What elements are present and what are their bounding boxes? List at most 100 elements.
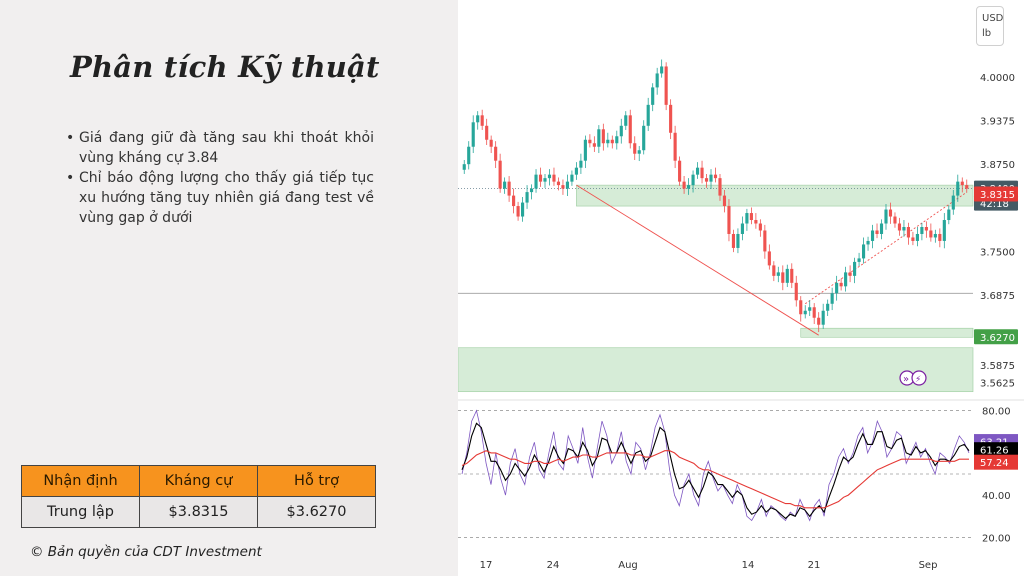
candle-body xyxy=(570,174,574,182)
candle-body xyxy=(951,195,955,210)
candle-body xyxy=(673,132,677,161)
lightning-icon xyxy=(911,370,927,386)
osc-series-line xyxy=(461,422,970,520)
candle-body xyxy=(830,293,834,304)
candle-body xyxy=(512,195,516,207)
candle-body xyxy=(669,104,673,133)
candle-body xyxy=(781,272,785,283)
header-resistance: Kháng cự xyxy=(139,465,258,497)
candle-body xyxy=(547,174,552,179)
candle-body xyxy=(727,206,731,234)
candle-body xyxy=(601,129,605,144)
trend-line xyxy=(804,191,968,305)
candle-body xyxy=(942,220,946,241)
osc-tick-label: 80.00 xyxy=(982,407,1011,418)
price-chart[interactable]: 4.00003.93753.87503.75003.68753.62753.58… xyxy=(458,0,1024,576)
candle-body xyxy=(476,115,480,123)
candle-body xyxy=(682,181,686,189)
resistance-label: 3.8315 xyxy=(980,190,1015,201)
candle-body xyxy=(736,233,740,248)
candle-body xyxy=(713,174,718,179)
candle-body xyxy=(700,167,704,179)
x-tick-label: 21 xyxy=(808,560,821,571)
candle-body xyxy=(624,115,628,126)
zone-rect xyxy=(458,347,974,393)
candle-body xyxy=(565,181,570,189)
candle-body xyxy=(879,223,884,234)
osc-series-line xyxy=(461,409,970,522)
header-support: Hỗ trợ xyxy=(257,465,376,497)
candle-body xyxy=(785,268,789,283)
candle-body xyxy=(794,282,798,301)
osc-value-label-bg xyxy=(974,454,1018,470)
candle-body xyxy=(853,261,857,276)
candle-body xyxy=(902,227,906,231)
zone-rect xyxy=(576,184,974,207)
candle-body xyxy=(884,209,888,224)
candle-body xyxy=(929,230,933,238)
candle-body xyxy=(503,181,507,189)
x-tick-label: Sep xyxy=(919,560,938,571)
price-tick-label: 4.0000 xyxy=(980,73,1015,84)
candle-body xyxy=(704,178,709,182)
candle-body xyxy=(592,143,596,147)
candle-body xyxy=(543,178,547,182)
candle-body xyxy=(583,139,587,161)
candle-body xyxy=(471,122,475,147)
candle-body xyxy=(494,146,498,161)
candle-body xyxy=(965,185,969,189)
candle-body xyxy=(731,233,736,248)
candle-body xyxy=(628,115,632,144)
candle-body xyxy=(821,310,825,325)
candle-body xyxy=(642,125,646,151)
candle-body xyxy=(915,233,919,241)
x-tick-label: 24 xyxy=(547,560,560,571)
candle-body xyxy=(718,178,722,196)
candle-body xyxy=(588,139,592,144)
unit-label: lb xyxy=(982,28,992,39)
candle-body xyxy=(740,223,744,234)
candle-body xyxy=(637,150,641,154)
candle-body xyxy=(695,167,700,175)
candle-body xyxy=(651,87,655,105)
candle-body xyxy=(803,310,807,315)
candle-body xyxy=(749,213,753,221)
candle-body xyxy=(848,272,852,276)
candle-body xyxy=(521,202,525,217)
osc-value-label-bg xyxy=(974,442,1018,458)
candle-body xyxy=(619,125,623,137)
candle-body xyxy=(655,73,659,88)
candle-body xyxy=(480,115,484,126)
cell-support: $3.6270 xyxy=(257,496,376,528)
candle-body xyxy=(489,139,493,147)
candle-body xyxy=(507,181,511,196)
candle-body xyxy=(556,181,561,186)
candle-body xyxy=(660,66,664,74)
candle-body xyxy=(861,244,866,259)
x-tick-label: 14 xyxy=(742,560,755,571)
candle-body xyxy=(920,227,924,234)
candle-body xyxy=(529,188,534,193)
trend-line xyxy=(576,184,819,336)
candle-body xyxy=(745,213,749,224)
candle-body xyxy=(516,206,520,217)
cell-outlook: Trung lập xyxy=(21,496,140,528)
currency-unit-box[interactable]: USD lb xyxy=(976,6,1004,46)
candle-body xyxy=(897,223,902,231)
bullet-item: Giá đang giữ đà tăng sau khi thoát khỏi … xyxy=(66,128,374,168)
candle-body xyxy=(678,160,682,182)
bullet-item: Chỉ báo động lượng cho thấy giá tiếp tục… xyxy=(66,168,374,228)
bullet-list: Giá đang giữ đà tăng sau khi thoát khỏi … xyxy=(66,128,374,228)
candle-body xyxy=(776,272,780,276)
candle-body xyxy=(938,233,942,241)
candle-body xyxy=(722,195,727,207)
osc-value-label: 61.26 xyxy=(980,446,1009,457)
candle-body xyxy=(763,230,767,252)
chart-svg[interactable]: 4.00003.93753.87503.75003.68753.62753.58… xyxy=(458,0,1024,576)
header-outlook: Nhận định xyxy=(21,465,140,497)
osc-series-line xyxy=(461,450,969,509)
candle-body xyxy=(664,66,668,105)
candle-body xyxy=(857,258,861,262)
candle-body xyxy=(574,167,578,175)
resistance-label-bg xyxy=(974,186,1018,202)
